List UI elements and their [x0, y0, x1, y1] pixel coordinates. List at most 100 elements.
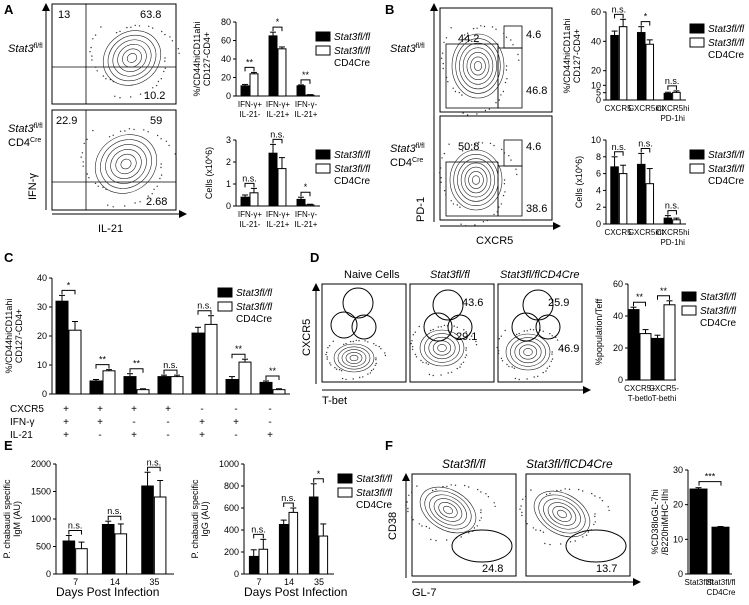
flow-event-dot: [130, 26, 132, 28]
significance-label: **: [302, 70, 310, 80]
flow-event-dot: [443, 190, 446, 192]
flow-event-dot: [542, 371, 544, 374]
flow-contour-line: [105, 144, 147, 184]
flow-event-dot: [119, 30, 121, 33]
flow-event-dot: [329, 345, 331, 347]
matrix-mark: -: [234, 404, 237, 415]
flow-event-dot: [535, 529, 537, 531]
flow-d-plot3-g2: 46.9: [558, 343, 579, 355]
flow-a-plot2-contours: [80, 128, 177, 208]
flow-event-dot: [505, 69, 508, 71]
flow-event-dot: [147, 195, 149, 197]
flow-event-dot: [465, 331, 467, 333]
flow-event-dot: [439, 167, 442, 169]
y-tick-label: 10: [591, 135, 601, 145]
flow-event-dot: [568, 488, 571, 490]
flow-event-dot: [513, 367, 516, 369]
flow-d-ylabel: CXCR5: [301, 319, 313, 356]
flow-b-ylabel: PD-1: [415, 197, 427, 222]
flow-event-dot: [461, 94, 463, 96]
flow-event-dot: [473, 527, 476, 529]
flow-event-dot: [325, 353, 327, 356]
legend-swatch-ko: [337, 487, 353, 498]
flow-d-xlabel: T-bet: [322, 395, 347, 407]
bar: [191, 332, 205, 395]
flow-event-dot: [80, 156, 82, 158]
matrix-row-cxcr5: CXCR5: [10, 404, 44, 415]
significance-label: n.s.: [281, 493, 296, 503]
bar: [272, 389, 286, 395]
flow-contour-line: [419, 486, 477, 534]
bar: [240, 196, 250, 207]
flow-event-dot: [430, 538, 432, 541]
flow-d-title2: Stat3fl/fl: [430, 269, 470, 281]
flow-contour-line: [349, 354, 359, 362]
bar: [101, 524, 115, 575]
significance-bracket: [163, 369, 178, 375]
flow-event-dot: [128, 128, 131, 130]
flow-event-dot: [548, 365, 551, 367]
significance-label: ***: [705, 472, 716, 482]
chart-E-left: 0 500 1000 1500 2000 P. chabaudi specific IgM …: [2, 457, 174, 587]
flow-event-dot: [160, 138, 162, 140]
legend-swatch-ko: [689, 37, 705, 48]
flow-event-dot: [496, 346, 498, 349]
significance-bracket: [107, 515, 122, 521]
flow-event-dot: [446, 539, 448, 541]
y-tick-label: 500: [36, 542, 51, 552]
y-tick-label: 1000: [31, 514, 51, 524]
y-tick-label: 1000: [219, 459, 239, 469]
flow-event-dot: [474, 224, 476, 226]
flow-event-dot: [169, 36, 171, 38]
category-label: CXCR5int: [628, 228, 664, 237]
flow-event-dot: [504, 191, 506, 193]
flow-event-dot: [440, 374, 442, 376]
flow-event-dot: [549, 543, 551, 546]
matrix-row-il21: IL-21: [10, 430, 33, 441]
flow-event-dot: [452, 87, 454, 89]
flow-contour-line: [455, 38, 501, 94]
flow-event-dot: [518, 378, 520, 381]
flow-contour-line: [110, 149, 142, 179]
flow-contour-line: [518, 344, 538, 360]
flow-event-dot: [464, 484, 466, 487]
flow-a-plot2-frame: [51, 109, 177, 211]
y-axis-label: IgG (AU): [200, 501, 210, 537]
flow-contour-line: [126, 53, 138, 63]
flow-d-plot3-frame: [497, 283, 583, 383]
y-axis-label: %population/Teff: [594, 298, 604, 365]
bar: [663, 92, 673, 101]
y-tick-label: 200: [224, 547, 239, 557]
flow-event-dot: [447, 81, 449, 83]
flow-event-dot: [497, 350, 500, 352]
y-axis-label: CD127-CD4+: [572, 29, 582, 83]
flow-event-dot: [587, 531, 590, 533]
flow-contour-line: [470, 56, 486, 76]
significance-label: **: [660, 286, 668, 296]
chart-B-bottom: 0 2 4 6 8 10 Cells (x10^6) n.s. CXCR5- n.s. CXCR5i…: [574, 135, 690, 247]
significance-bracket: [300, 191, 311, 197]
flow-event-dot: [171, 40, 174, 42]
y-tick-label: 0: [42, 389, 47, 399]
significance-label: n.s.: [197, 301, 212, 311]
flow-event-dot: [435, 488, 437, 491]
y-axis-label: CD127-CD4+: [14, 309, 24, 363]
flow-event-dot: [95, 66, 97, 69]
flow-event-dot: [97, 185, 99, 187]
category-label: T-bethi: [652, 394, 677, 403]
flow-a-plot2-q2: 59: [150, 115, 162, 127]
flow-event-dot: [594, 495, 596, 497]
flow-event-dot: [414, 331, 416, 333]
flow-contour-line: [514, 340, 542, 364]
flow-event-dot: [458, 91, 460, 94]
bar: [636, 163, 646, 225]
flow-d-contours: [325, 287, 564, 381]
legend-label-ko-line2: CD4Cre: [236, 314, 273, 325]
flow-contour-line: [438, 502, 458, 518]
flow-event-dot: [160, 166, 162, 169]
flow-contour-line: [117, 44, 147, 72]
flow-event-dot: [502, 90, 505, 93]
flow-event-dot: [139, 201, 141, 203]
flow-d-gate-circle: [535, 314, 561, 340]
